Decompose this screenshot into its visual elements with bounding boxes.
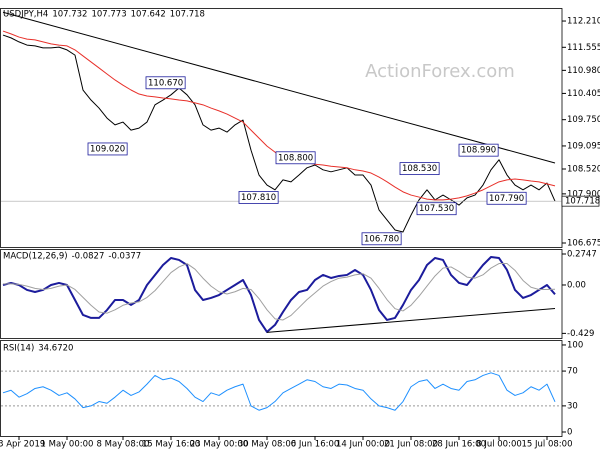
- x-tick-label: 8 Jul 00:00: [476, 440, 522, 450]
- high: 107.773: [91, 10, 126, 20]
- y-tick-label: 112.210: [567, 17, 600, 27]
- y-tick-label: 107.900: [567, 189, 600, 199]
- open: 107.732: [52, 10, 87, 20]
- current-price-label: 107.718: [565, 197, 600, 207]
- price-label: 108.530: [402, 164, 437, 174]
- x-tick-label: 28 Jun 16:00: [432, 440, 486, 450]
- x-tick-label: 30 May 08:00: [238, 440, 296, 450]
- price-label-box: [145, 76, 186, 90]
- y-tick-label: 110.405: [567, 89, 600, 99]
- y-tick-label: 0.00: [567, 280, 586, 290]
- x-tick-label: 21 Jun 08:00: [384, 440, 438, 450]
- price-label-box: [275, 151, 316, 165]
- price-label: 107.790: [489, 194, 524, 204]
- trendline: [2, 11, 556, 164]
- y-tick-label: 109.750: [567, 115, 600, 125]
- price-label: 109.020: [90, 144, 125, 154]
- y-tick-label: 108.520: [567, 165, 600, 175]
- price-label-box: [399, 162, 440, 176]
- price-label-box: [361, 232, 402, 246]
- y-tick-label: 110.980: [567, 66, 600, 76]
- y-tick-label: 0.2747: [567, 249, 597, 259]
- panel-frame: [0, 249, 563, 339]
- current-price-box: [561, 195, 600, 207]
- price-label: 108.990: [461, 146, 496, 156]
- price-label-box: [238, 191, 279, 204]
- low: 107.642: [131, 10, 166, 20]
- y-tick-label: 100: [567, 340, 583, 350]
- series-line: [2, 30, 556, 201]
- indicator-title: RSI(14): [3, 344, 34, 354]
- series-line: [3, 263, 556, 321]
- panel-frame: [0, 8, 563, 248]
- symbol: USDJPY,H4: [3, 10, 48, 20]
- y-tick-label: 106.675: [567, 238, 600, 248]
- rsi-readout: 34.6720: [38, 344, 73, 354]
- y-tick-label: 30: [567, 401, 578, 411]
- price-label-box: [458, 143, 499, 157]
- y-tick-label: -0.429: [567, 329, 594, 339]
- price-label: 107.810: [241, 193, 276, 203]
- x-tick-label: 1 May 00:00: [41, 440, 94, 450]
- x-tick-label: 6 Jun 16:00: [291, 440, 340, 450]
- panel-frame: [0, 340, 563, 437]
- y-tick-label: 0: [567, 427, 572, 437]
- x-tick-label: 23 Apr 2019: [0, 440, 45, 450]
- price-label-box: [486, 191, 527, 205]
- signal-readout: -0.0377: [108, 252, 141, 262]
- y-tick-label: 109.095: [567, 141, 600, 151]
- x-tick-label: 15 May 16:00: [142, 440, 200, 450]
- price-label-box: [416, 202, 457, 216]
- x-tick-label: 23 May 00:00: [190, 440, 248, 450]
- price-label: 108.800: [278, 153, 313, 163]
- x-tick-label: 15 Jul 08:00: [522, 440, 573, 450]
- macd-readout: -0.0827: [72, 252, 105, 262]
- x-tick-label: 8 May 08:00: [97, 440, 150, 450]
- series-line: [2, 256, 556, 333]
- watermark: ActionForex.com: [365, 61, 515, 82]
- trendline: [266, 307, 556, 333]
- close: 107.718: [170, 10, 205, 20]
- series-line: [2, 372, 556, 411]
- price-label: 107.530: [419, 204, 454, 214]
- x-tick-label: 14 Jun 00:00: [336, 440, 390, 450]
- y-tick-label: 70: [567, 367, 578, 377]
- price-label-box: [87, 142, 128, 156]
- price-label: 110.670: [148, 78, 183, 88]
- indicator-title: MACD(12,26,9): [3, 252, 68, 262]
- price-label: 106.780: [364, 234, 399, 244]
- y-tick-label: 111.555: [567, 43, 600, 53]
